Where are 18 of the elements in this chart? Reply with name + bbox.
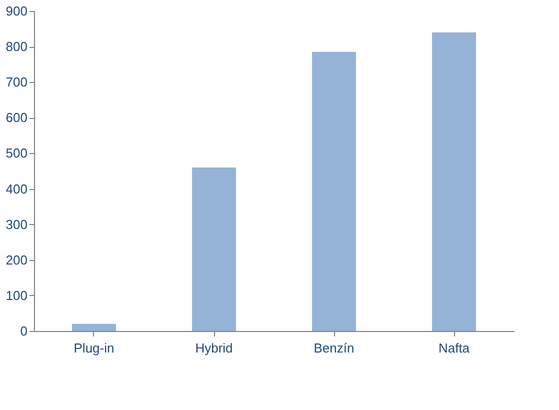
x-tick-label: Plug-in (74, 340, 114, 356)
bar (312, 52, 356, 331)
y-tick-label: 100 (6, 288, 28, 303)
y-tick-label: 400 (6, 181, 28, 196)
bar (432, 32, 476, 331)
y-tick-label: 800 (6, 39, 28, 54)
y-tick-label: 0 (20, 324, 28, 338)
y-tick-label: 200 (6, 252, 28, 268)
x-tick-label: Hybrid (195, 340, 233, 356)
y-tick-label: 700 (6, 74, 28, 90)
bar (72, 324, 116, 331)
y-tick-label: 300 (6, 216, 28, 232)
bar (192, 167, 236, 331)
x-tick-label: Benzín (314, 340, 354, 356)
y-tick-label: 600 (6, 110, 28, 126)
x-tick-label: Nafta (438, 340, 470, 356)
y-tick-label: 900 (6, 4, 28, 18)
y-tick-label: 500 (6, 146, 28, 161)
